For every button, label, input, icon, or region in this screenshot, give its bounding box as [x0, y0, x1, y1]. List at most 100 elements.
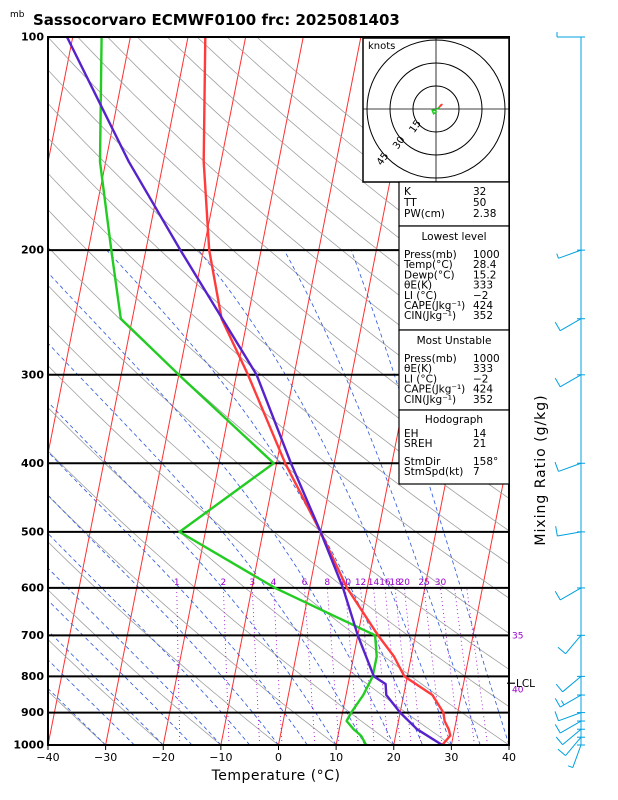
index-heading: Most Unstable: [417, 335, 492, 347]
index-key: CAPE(Jkg⁻¹): [404, 384, 465, 396]
hodograph-ring: [366, 39, 506, 179]
index-key: Temp(°C): [403, 259, 453, 271]
mixing-ratio-line: [466, 587, 488, 745]
hodograph-trace: [437, 103, 443, 109]
index-heading: Hodograph: [425, 414, 483, 426]
index-key: EH: [404, 428, 419, 440]
index-key: K: [404, 186, 412, 198]
pressure-unit-label: mb: [10, 10, 25, 20]
x-tick-label: 30: [444, 751, 458, 764]
wind-barb-flag: [555, 683, 563, 693]
dry-adiabat: [48, 137, 509, 532]
x-tick-label: −10: [209, 751, 232, 764]
index-value: 7: [473, 466, 480, 478]
wind-barb-flag: [567, 765, 573, 769]
wind-barb-staff: [558, 712, 582, 722]
dry-adiabat: [48, 324, 509, 708]
lowest-level-box: [398, 225, 510, 331]
dry-adiabat: [48, 541, 279, 745]
dry-adiabat: [48, 102, 509, 499]
mixing-ratio-line: [251, 587, 260, 745]
dry-adiabat: [48, 450, 395, 745]
index-key: StmDir: [404, 456, 441, 468]
hodograph-ring: [389, 62, 483, 156]
isotherm-line: [48, 37, 189, 745]
indices-summary: [398, 181, 510, 227]
mixing-ratio-line: [222, 587, 230, 745]
index-value: 158°: [473, 456, 498, 468]
mixing-ratio-label: 25: [418, 578, 429, 588]
mixing-ratio-label: 20: [399, 578, 411, 588]
wind-barb-flag: [554, 321, 561, 331]
mixing-ratio-label: 30: [435, 578, 447, 588]
wind-barb-staff: [559, 587, 582, 601]
mixing-ratio-label: 8: [324, 578, 330, 588]
index-key: LI (°C): [404, 373, 437, 385]
index-key: LI (°C): [404, 290, 437, 302]
index-key: SREH: [404, 438, 433, 450]
isotherm-line: [162, 37, 304, 745]
index-value: 32: [473, 186, 486, 198]
index-key: CIN(Jkg⁻¹): [404, 394, 456, 406]
index-key: Press(mb): [404, 249, 457, 261]
pressure-tick-label: 800: [21, 670, 44, 683]
hodograph-ring: [412, 85, 460, 133]
profile-temperature: [202, 37, 452, 745]
profiles: [65, 37, 452, 745]
x-tick-label: 0: [275, 751, 282, 764]
x-tick-label: −30: [94, 751, 117, 764]
isotherm-line: [508, 742, 509, 745]
index-key: PW(cm): [404, 208, 445, 220]
dry-adiabat: [77, 37, 509, 407]
index-value: 352: [473, 394, 493, 406]
index-key: θE(K): [404, 280, 432, 292]
hodograph-indices-box: [398, 409, 510, 485]
index-value: 2.38: [473, 208, 496, 220]
index-value: 1000: [473, 249, 500, 261]
wind-barb-flag: [555, 736, 563, 745]
index-value: 21: [473, 438, 486, 450]
dry-adiabat: [48, 639, 164, 745]
pressure-tick-label: 200: [21, 244, 44, 257]
x-tick-label: 20: [387, 751, 401, 764]
mixing-ratio-label: 14: [368, 578, 380, 588]
wind-barb-flag: [556, 253, 559, 259]
dry-adiabat: [48, 589, 222, 745]
wind-barb-staff: [558, 249, 582, 259]
saturated-adiabat: [48, 451, 308, 745]
wind-barb-staff: [562, 728, 582, 746]
wind-barb-staff: [559, 694, 582, 708]
dry-adiabat: [48, 246, 509, 634]
dry-adiabat: [48, 284, 509, 670]
mixing-ratio-line: [273, 587, 283, 745]
dry-adiabat: [48, 495, 337, 745]
wind-barb-staff: [557, 531, 582, 537]
saturated-adiabat: [48, 532, 251, 745]
wind-barb-staff: [565, 635, 582, 655]
wind-barb-flag: [557, 748, 566, 756]
mixing-ratio-line: [326, 587, 340, 745]
mixing-ratio-label: 4: [271, 578, 277, 588]
saturated-adiabat: [283, 249, 481, 745]
dry-adiabat: [48, 407, 452, 745]
wind-barb-flag: [554, 377, 561, 388]
mixing-ratio-label: 40: [512, 686, 524, 696]
chart-title: Sassocorvaro ECMWF0100 frc: 2025081403: [33, 11, 400, 29]
pressure-tick-label: 500: [21, 525, 44, 538]
profile-parcel: [65, 37, 443, 745]
index-key: θE(K): [404, 363, 432, 375]
index-value: 424: [473, 300, 493, 312]
pressure-tick-label: 600: [21, 581, 44, 594]
index-key: CAPE(Jkg⁻¹): [404, 300, 465, 312]
pressure-tick-label: 900: [21, 706, 44, 719]
wind-barb-flag: [555, 526, 558, 537]
isotherm-line: [105, 37, 247, 745]
pressure-tick-label: 700: [21, 629, 44, 642]
wind-barb-flag: [554, 724, 561, 734]
thermo-grid: [48, 37, 509, 745]
mixing-ratio-label: 18: [389, 578, 401, 588]
indices-table: K 32 TT 50 PW(cm) 2.38 Lowest level Press(mb) 10…: [398, 181, 510, 485]
isotherm-line: [48, 37, 131, 457]
